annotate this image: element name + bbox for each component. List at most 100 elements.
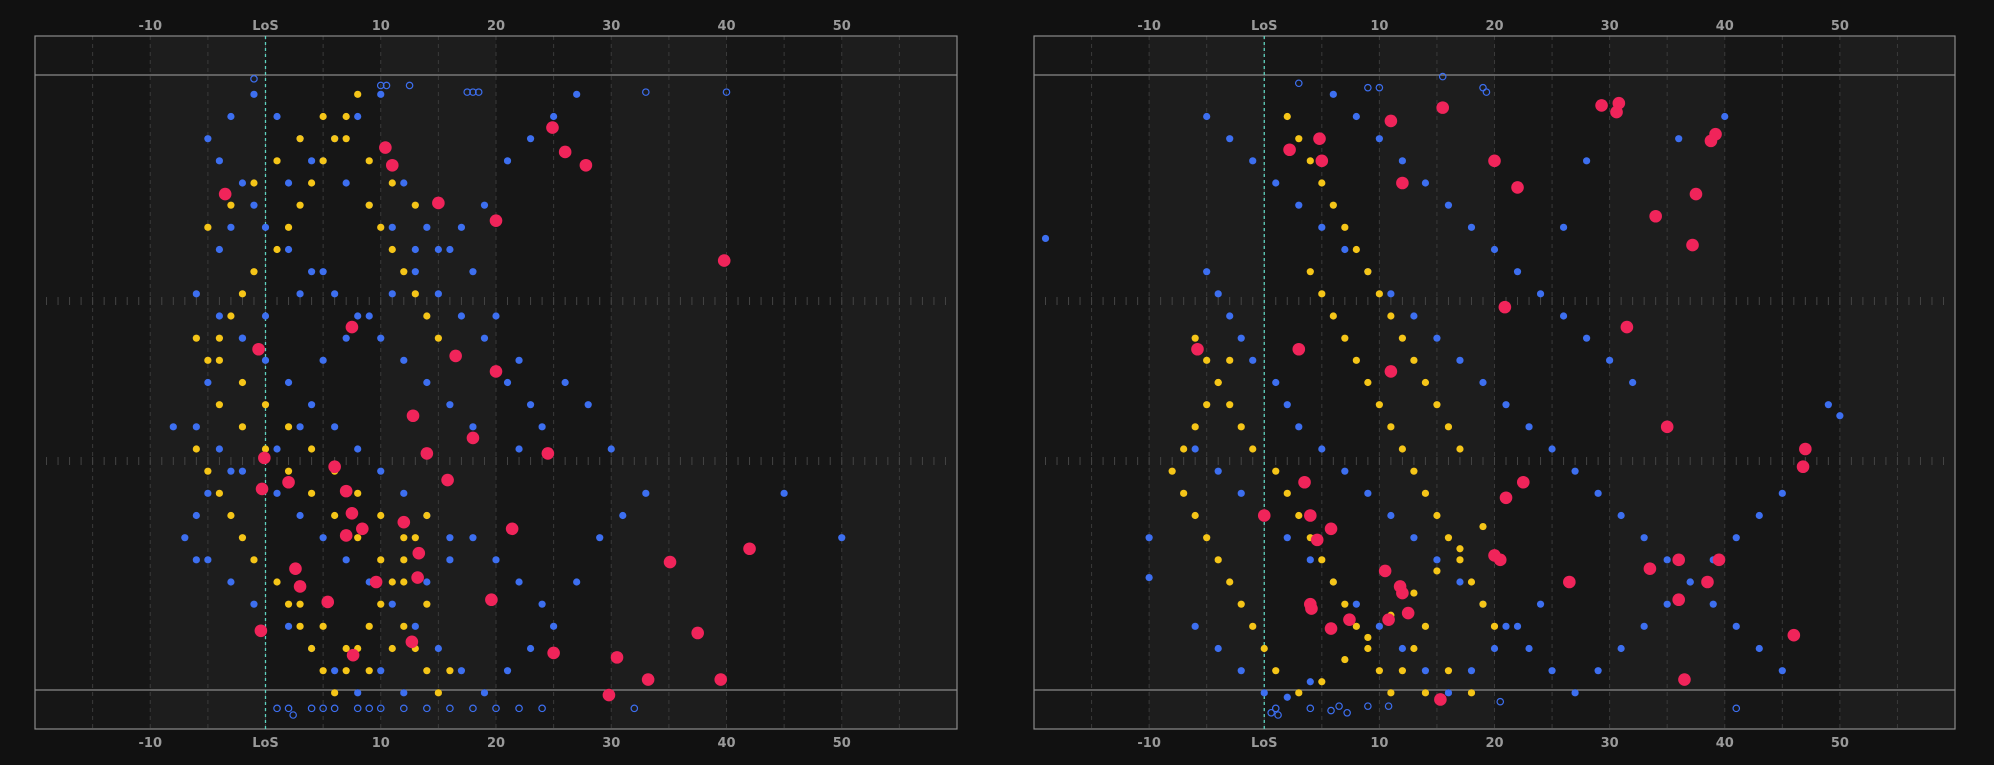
- yellow-point: [1433, 567, 1441, 575]
- blue-point: [204, 556, 212, 564]
- blue-hollow-point: [463, 88, 471, 96]
- yellow-point: [423, 667, 431, 675]
- yellow-point: [1352, 622, 1360, 630]
- yellow-point: [1329, 312, 1337, 320]
- yellow-point: [1283, 112, 1291, 121]
- blue-hollow-point: [538, 704, 546, 713]
- red-large-point: [255, 482, 269, 496]
- x-tick-label-top: 40: [717, 19, 735, 34]
- x-tick-label-bottom: 50: [833, 736, 851, 751]
- blue-point: [1410, 312, 1418, 320]
- yellow-point: [1375, 667, 1383, 675]
- yellow-point: [296, 135, 304, 143]
- yellow-point: [1318, 179, 1326, 187]
- blue-point: [1421, 667, 1430, 675]
- yellow-point: [1387, 312, 1395, 320]
- yellow-point: [1387, 423, 1395, 431]
- red-large-point: [1292, 342, 1306, 356]
- red-large-point: [397, 515, 411, 529]
- red-large-point: [411, 571, 424, 584]
- red-large-point: [1343, 613, 1356, 626]
- blue-point: [308, 157, 316, 165]
- blue-point: [1778, 667, 1786, 675]
- yellow-point: [342, 667, 350, 675]
- blue-point: [1226, 135, 1234, 143]
- red-large-point: [1672, 553, 1685, 567]
- blue-hollow-point: [1732, 704, 1741, 713]
- blue-point: [1318, 223, 1326, 231]
- red-large-point: [1382, 613, 1395, 626]
- blue-point: [331, 667, 339, 675]
- yellow-point: [1398, 667, 1406, 675]
- blue-point: [1548, 667, 1556, 675]
- red-large-point: [405, 635, 419, 649]
- blue-point: [400, 356, 408, 364]
- red-large-point: [717, 254, 731, 267]
- red-large-point: [489, 214, 503, 227]
- blue-point: [284, 179, 293, 187]
- left-field-chart: -10 -10 LoS LoS 10 10 20 20 30 30 40 40 50 50: [34, 19, 958, 751]
- blue-hollow-point: [405, 81, 414, 90]
- blue-point: [1237, 334, 1245, 342]
- yellow-point: [296, 201, 304, 209]
- blue-point: [1640, 622, 1648, 630]
- blue-hollow-point: [474, 88, 483, 96]
- red-large-point: [379, 141, 392, 154]
- blue-point: [550, 622, 558, 630]
- blue-point: [1559, 312, 1568, 320]
- blue-point: [538, 600, 546, 608]
- yellow-point: [365, 157, 373, 165]
- blue-point: [296, 290, 304, 298]
- yellow-point: [1203, 356, 1211, 364]
- blue-point: [273, 112, 281, 121]
- yellow-point: [1433, 401, 1441, 409]
- red-large-point: [1434, 693, 1447, 706]
- yellow-point: [296, 622, 304, 630]
- blue-point: [1571, 689, 1579, 697]
- blue-point: [469, 423, 477, 431]
- yellow-point: [331, 511, 339, 520]
- x-tick-label-top: 20: [1485, 19, 1503, 34]
- blue-point: [434, 644, 442, 653]
- blue-point: [1640, 534, 1648, 542]
- x-tick-label-bottom: 40: [717, 736, 735, 751]
- blue-point: [1663, 600, 1671, 608]
- red-large-point: [1493, 553, 1507, 567]
- blue-point: [423, 378, 431, 387]
- blue-point: [492, 556, 500, 564]
- yellow-point: [1444, 423, 1453, 431]
- blue-hollow-point: [722, 88, 731, 96]
- red-large-point: [546, 121, 559, 134]
- x-tick-label-bottom: LoS: [1251, 736, 1278, 751]
- blue-point: [261, 356, 270, 364]
- yellow-point: [388, 245, 396, 254]
- yellow-point: [423, 600, 431, 608]
- x-tick-label-top: 30: [602, 19, 620, 34]
- yellow-point: [204, 356, 212, 364]
- blue-point: [331, 290, 339, 298]
- blue-hollow-point: [353, 704, 362, 713]
- yellow-point: [1410, 467, 1418, 475]
- blue-point: [492, 312, 500, 320]
- blue-point: [1513, 622, 1522, 630]
- yellow-point: [1467, 689, 1476, 697]
- yellow-point: [377, 600, 385, 608]
- yellow-point: [1410, 356, 1418, 364]
- blue-point: [250, 201, 258, 209]
- blue-point: [400, 689, 408, 697]
- blue-point: [1755, 644, 1763, 653]
- yellow-point: [411, 290, 419, 298]
- x-tick-label-top: LoS: [252, 19, 279, 34]
- blue-point: [1571, 467, 1579, 475]
- blue-point: [1203, 112, 1211, 121]
- blue-point: [1456, 356, 1464, 364]
- red-large-point: [1610, 105, 1623, 119]
- red-large-point: [1378, 564, 1392, 578]
- blue-point: [1433, 334, 1441, 342]
- blue-point: [434, 290, 442, 298]
- blue-hollow-point: [1335, 702, 1343, 710]
- yellow-point: [284, 223, 293, 231]
- red-large-point: [258, 451, 271, 465]
- blue-hollow-point: [1364, 702, 1372, 710]
